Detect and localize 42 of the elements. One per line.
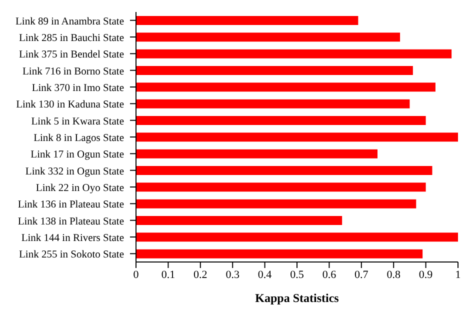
y-tick-label: Link 8 in Lagos State (34, 133, 124, 144)
x-tick-label: 0.6 (322, 268, 337, 281)
y-tick-label: Link 138 in Plateau State (18, 216, 124, 228)
y-tick-label: Link 136 in Plateau State (18, 200, 124, 211)
y-tick-label: Link 144 in Rivers State (21, 233, 124, 244)
bar (136, 99, 410, 108)
y-tick-label: Link 89 in Anambra State (16, 16, 124, 28)
y-tick-label: Link 370 in Imo State (32, 83, 124, 94)
bar (136, 249, 423, 258)
bar (136, 199, 416, 208)
bar (136, 132, 458, 142)
y-tick-label: Link 375 in Bendel State (19, 50, 124, 61)
y-tick-label: Link 5 in Kwara State (31, 116, 124, 128)
x-tick-label: 0.7 (354, 268, 369, 281)
x-tick-label: 1 (455, 268, 461, 281)
x-tick-label: 0.2 (194, 268, 208, 281)
x-tick-label: 0.8 (386, 268, 401, 281)
bar (136, 49, 452, 58)
bar (136, 149, 378, 158)
y-tick-label: Link 332 in Ogun State (25, 166, 124, 178)
y-tick-label: Link 17 in Ogun State (30, 150, 124, 161)
bar (136, 182, 426, 192)
bar (136, 166, 432, 175)
y-tick-label: Link 22 in Oyo State (36, 183, 124, 194)
x-tick-label: 0 (133, 268, 140, 281)
y-tick-label: Link 716 in Borno State (22, 66, 124, 78)
y-tick-label: Link 255 in Sokoto State (19, 250, 124, 261)
y-tick-label: Link 285 in Bauchi State (19, 33, 124, 44)
bar (136, 66, 413, 75)
x-tick-label: 0.9 (418, 268, 434, 281)
bar (136, 82, 436, 92)
x-tick-label: 0.5 (290, 268, 304, 281)
x-tick-label: 0.4 (258, 268, 272, 281)
x-axis-title: Kappa Statistics (255, 291, 340, 305)
bar (136, 32, 400, 42)
bar (136, 232, 458, 242)
x-tick-label: 0.1 (161, 268, 176, 281)
x-tick-label: 0.3 (226, 268, 240, 281)
bar (136, 116, 426, 125)
y-tick-label: Link 130 in Kaduna State (16, 100, 124, 111)
bar (136, 216, 342, 225)
bar (136, 16, 358, 25)
